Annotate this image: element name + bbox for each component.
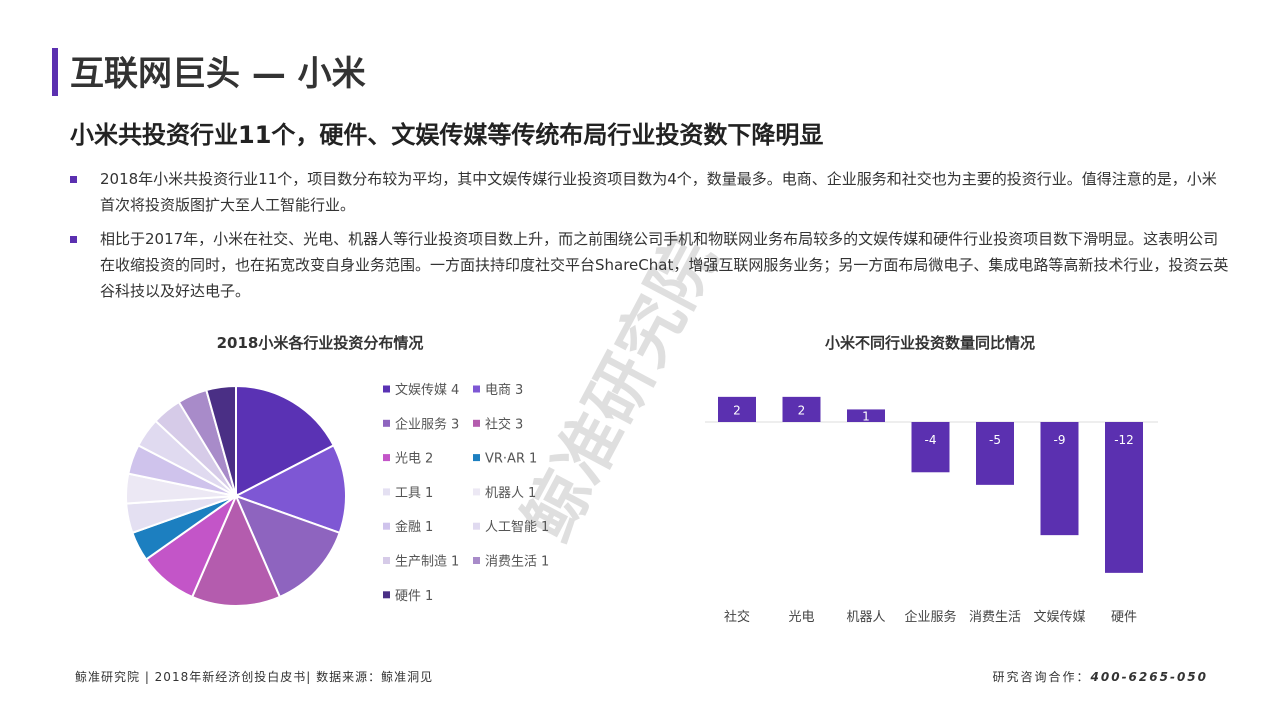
legend-entry: 消费生活 1 xyxy=(485,555,549,570)
legend-value: 1 xyxy=(425,520,433,535)
legend-entry: 硬件 1 xyxy=(395,589,433,604)
legend-entry: 人工智能 1 xyxy=(485,520,549,535)
pie-slice xyxy=(205,384,237,497)
legend-name: 硬件 xyxy=(395,589,421,604)
chart-title: 2018小米各行业投资分布情况 xyxy=(217,334,424,352)
legend-swatch xyxy=(383,557,390,564)
legend-swatch xyxy=(473,488,480,496)
legend-value: 1 xyxy=(541,555,549,570)
footer-source: 鲸准研究院 | 2018年新经济创投白皮书| 数据来源：鲸准洞见 xyxy=(75,670,434,684)
category-label: 消费生活 xyxy=(969,610,1021,625)
bullet-marker xyxy=(70,236,77,243)
legend-value: 4 xyxy=(451,383,459,398)
contact-label: 研究咨询合作： xyxy=(992,670,1091,684)
contact-number: 400-6265-050 xyxy=(1090,670,1208,684)
legend-value: 1 xyxy=(541,520,549,535)
legend-value: 1 xyxy=(528,486,536,501)
pie-slice xyxy=(235,384,336,498)
title: 互联网巨头 — 小米 xyxy=(70,54,366,94)
legend-swatch xyxy=(473,385,480,393)
legend-name: 金融 xyxy=(395,519,421,535)
legend-entry: 机器人 1 xyxy=(485,486,536,501)
legend-name: 消费生活 xyxy=(485,555,537,570)
legend-name: VR·AR xyxy=(485,452,525,467)
bar xyxy=(1105,422,1143,573)
bullet: 相比于2017年，小米在社交、光电、机器人等行业投资项目数上升，而之前围绕公司手… xyxy=(100,230,1229,300)
legend-value: 1 xyxy=(529,452,537,467)
bar xyxy=(782,396,821,422)
chart-title: 小米不同行业投资数量同比情况 xyxy=(825,334,1035,352)
category-label: 社交 xyxy=(724,609,750,625)
pie-slice xyxy=(233,444,347,535)
category-label: 硬件 xyxy=(1111,610,1137,625)
legend-swatch xyxy=(383,591,390,599)
legend-swatch xyxy=(473,522,480,530)
category-label: 光电 xyxy=(788,610,814,625)
value-label: -9 xyxy=(1054,433,1066,447)
pie-slice xyxy=(190,493,282,607)
bar xyxy=(911,422,950,473)
bar xyxy=(847,409,885,422)
value-label: 2 xyxy=(798,403,806,417)
legend-swatch xyxy=(473,454,480,462)
legend-value: 3 xyxy=(451,417,459,432)
category-label: 企业服务 xyxy=(904,609,956,625)
legend-name: 企业服务 xyxy=(395,416,447,432)
bullet-marker xyxy=(70,176,77,183)
legend-entry: VR·AR 1 xyxy=(485,452,537,467)
legend-entry: 电商 3 xyxy=(485,383,523,398)
bullet: 2018年小米共投资行业11个，项目数分布较为平均，其中文娱传媒行业投资项目数为… xyxy=(100,170,1217,214)
legend-entry: 光电 2 xyxy=(395,452,433,467)
legend-swatch xyxy=(383,488,390,496)
bar xyxy=(1040,422,1079,536)
legend-entry: 生产制造 1 xyxy=(395,555,459,570)
legend-value: 3 xyxy=(515,417,523,432)
title-marker xyxy=(52,48,58,96)
legend-name: 电商 xyxy=(485,383,511,398)
legend-value: 3 xyxy=(515,383,523,398)
value-label: -5 xyxy=(989,433,1001,447)
legend-swatch xyxy=(383,419,390,427)
legend-name: 社交 xyxy=(485,416,511,432)
value-label: 1 xyxy=(862,410,870,424)
legend-swatch xyxy=(473,557,480,564)
value-label: 2 xyxy=(733,403,741,417)
footer-contact: 研究咨询合作：400-6265-050 xyxy=(993,668,1208,685)
legend-name: 文娱传媒 xyxy=(395,383,447,398)
legend-swatch xyxy=(473,419,480,427)
legend-name: 光电 xyxy=(395,452,421,467)
legend-name: 人工智能 xyxy=(485,520,537,535)
legend-entry: 工具 1 xyxy=(395,486,433,501)
legend-swatch xyxy=(383,522,390,530)
category-label: 机器人 xyxy=(846,610,885,625)
legend-value: 1 xyxy=(451,555,459,570)
bar xyxy=(976,422,1014,485)
subtitle: 小米共投资行业11个，硬件、文娱传媒等传统布局行业投资数下降明显 xyxy=(70,121,824,149)
legend-entry: 文娱传媒 4 xyxy=(395,383,459,398)
legend-swatch xyxy=(383,385,390,393)
pie-slice xyxy=(234,494,341,599)
legend-entry: 金融 1 xyxy=(395,519,433,535)
legend-name: 生产制造 xyxy=(395,555,447,570)
value-label: -12 xyxy=(1114,433,1134,447)
legend-entry: 企业服务 3 xyxy=(395,416,459,432)
legend-entry: 社交 3 xyxy=(485,416,523,432)
legend-value: 1 xyxy=(425,589,433,604)
legend-name: 工具 xyxy=(395,486,421,501)
legend-value: 2 xyxy=(425,452,433,467)
value-label: -4 xyxy=(925,433,937,447)
legend-swatch xyxy=(383,454,390,462)
bar xyxy=(718,396,756,422)
legend-value: 1 xyxy=(425,486,433,501)
legend-name: 机器人 xyxy=(485,486,524,501)
category-label: 文娱传媒 xyxy=(1033,610,1085,625)
